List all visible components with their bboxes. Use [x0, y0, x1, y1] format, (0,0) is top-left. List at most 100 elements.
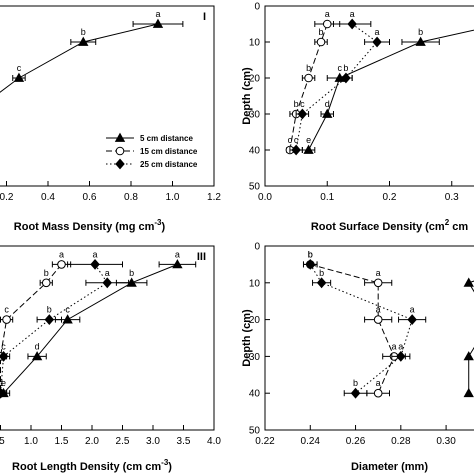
significance-label: b [81, 27, 86, 37]
series-line [309, 264, 413, 394]
data-point [303, 144, 314, 154]
significance-label: b [343, 63, 348, 73]
series-line [310, 263, 395, 394]
x-axis-title-sup: -3 [154, 218, 162, 227]
x-axis-title: Diameter (mm) [351, 461, 428, 473]
significance-label: a [325, 9, 330, 19]
data-point [373, 278, 383, 288]
x-tick-label: 0.24 [301, 436, 321, 447]
series-triangle [463, 277, 474, 398]
y-tick-label: 40 [249, 146, 261, 157]
significance-label: b [308, 249, 313, 259]
data-point [316, 37, 326, 47]
significance-label: a [375, 27, 380, 37]
significance-label: c [65, 305, 70, 315]
panel-label: III [197, 251, 206, 263]
data-point [322, 108, 333, 118]
significance-label: b [319, 268, 324, 278]
y-tick-label: 0 [254, 242, 260, 253]
significance-label: b [308, 249, 313, 259]
data-point [396, 350, 406, 362]
panel-label: I [203, 11, 206, 23]
significance-label: a [376, 268, 381, 278]
data-point [0, 350, 9, 362]
data-point [372, 36, 382, 48]
plot-frame [0, 5, 215, 187]
significance-label: d [325, 99, 330, 109]
x-tick-label: 0.6 [83, 192, 97, 203]
data-point [2, 315, 11, 324]
significance-label: a [175, 249, 180, 259]
data-point [297, 108, 308, 120]
data-point [373, 388, 383, 398]
data-point [316, 277, 327, 289]
significance-label: b [129, 268, 134, 278]
data-point [463, 351, 474, 361]
data-point [126, 277, 137, 287]
y-tick-label: 20 [249, 74, 261, 85]
x-tick-label: 0.2 [383, 192, 397, 203]
data-point [41, 278, 51, 288]
data-point [415, 36, 426, 46]
x-tick-label: 3.0 [146, 436, 160, 447]
series-line [308, 29, 474, 151]
x-tick-label: 1.0 [24, 436, 38, 447]
x-tick-label: 4.0 [207, 436, 221, 447]
legend-label: 25 cm distance [140, 160, 198, 169]
x-axis-title-main: Root Mass Density (mg cm [14, 221, 155, 233]
legend: 5 cm distance 15 cm distance 25 cm distanc… [106, 132, 198, 170]
data-point [78, 36, 89, 46]
significance-label: a [376, 378, 381, 388]
significance-label: a [410, 305, 415, 315]
data-point [341, 72, 351, 84]
significance-label: a [398, 341, 403, 351]
x-axis-title: Root Length Density (cm cm-3) [12, 458, 172, 473]
data-point [305, 258, 316, 270]
y-tick-label: 10 [249, 278, 261, 289]
data-point [102, 277, 112, 289]
x-axis-title-end: ) [162, 221, 166, 233]
x-tick-label: 0.30 [436, 436, 456, 447]
x-axis-title-main: Root Surface Density (cm [311, 221, 445, 233]
significance-label: c [337, 63, 342, 73]
data-point [44, 314, 55, 326]
x-tick-label: 0.1 [320, 192, 334, 203]
data-point [90, 258, 100, 270]
x-tick-label: 0.3 [445, 192, 459, 203]
significance-label: a [376, 305, 381, 315]
x-tick-label: 2.5 [116, 436, 130, 447]
x-tick-label: 1.2 [207, 192, 221, 203]
significance-label: b [47, 305, 52, 315]
significance-label: b [353, 378, 358, 388]
chart-panel-1: 0.2 0.4 0.6 0.8 1.0 1.2 Root Mass Density (mg … [0, 5, 221, 233]
data-point [463, 387, 474, 398]
x-tick-label: 0.0 [258, 192, 272, 203]
x-axis-title-main: Root Length Density (cm cm [12, 461, 161, 473]
x-tick-label: 0.22 [255, 436, 275, 447]
x-tick-label: 0.26 [346, 436, 366, 447]
series-triangle: a b c [0, 9, 184, 93]
x-tick-label: 3.5 [177, 436, 191, 447]
data-point [0, 387, 6, 399]
chart-panel-4: 0.220.240.260.280.300.3201020304050Diame… [241, 242, 474, 473]
data-point [291, 144, 301, 156]
y-axis-title: Depth (cm) [241, 309, 253, 367]
data-point [62, 314, 73, 324]
x-tick-label: 2.0 [85, 436, 99, 447]
x-tick-label: 1.5 [55, 436, 69, 447]
x-axis-title: Root Mass Density (mg cm-3) [14, 218, 166, 233]
plot-frame [264, 245, 474, 431]
legend-marker [115, 146, 125, 156]
series-line [295, 23, 378, 151]
x-tick-label: 0.28 [391, 436, 411, 447]
data-point [31, 351, 43, 361]
data-point [463, 277, 474, 287]
chart-panel-2: 0.0 0.1 0.2 0.3 0 10 20 30 40 50 Root Surface Dens… [241, 2, 474, 233]
